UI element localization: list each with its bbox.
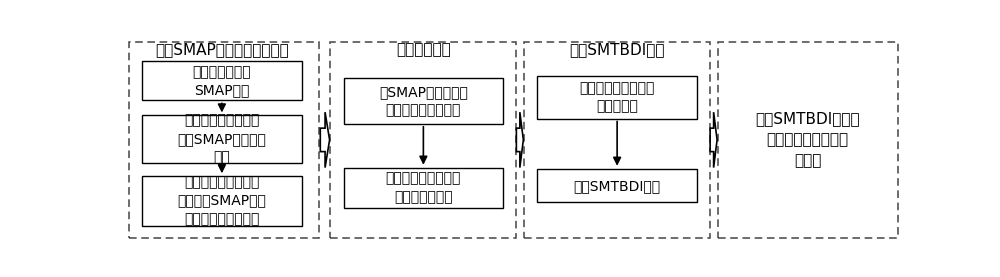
Bar [344, 78, 503, 124]
Bar [142, 61, 302, 101]
Bar [718, 42, 898, 238]
Text: 计算SMTBDI分值: 计算SMTBDI分值 [569, 42, 665, 57]
FancyArrow shape [710, 112, 717, 168]
Text: 确定时间尺度，并计
算尺度内SMAP亮温
均值，组成独立样本: 确定时间尺度，并计 算尺度内SMAP亮温 均值，组成独立样本 [177, 175, 266, 226]
Bar [537, 169, 697, 202]
Bar [524, 42, 710, 238]
FancyArrow shape [516, 112, 523, 168]
Bar [142, 176, 302, 226]
FancyArrow shape [320, 112, 330, 168]
Text: 获取多年某月份
SMAP产品: 获取多年某月份 SMAP产品 [193, 65, 251, 98]
Text: 计算SMTBDI分值: 计算SMTBDI分值 [574, 179, 661, 193]
Text: 对SMAP亮温独立样
本进行高斯分布检验: 对SMAP亮温独立样 本进行高斯分布检验 [379, 85, 468, 118]
Bar [129, 42, 319, 238]
Bar [330, 42, 516, 238]
Text: 求每个独立样本的均
值和标准差: 求每个独立样本的均 值和标准差 [579, 81, 655, 113]
Text: 几何校正、区域裁剪
以及SMAP亮温数据
提取: 几何校正、区域裁剪 以及SMAP亮温数据 提取 [177, 113, 266, 164]
Bar [142, 115, 302, 163]
Text: 根据SMTBDI分值和
等级分级标准判断干
旱程度: 根据SMTBDI分值和 等级分级标准判断干 旱程度 [755, 111, 860, 168]
Bar [537, 76, 697, 119]
Text: 高斯分布检验: 高斯分布检验 [396, 42, 451, 57]
Text: 获取SMAP亮温时间序列数据: 获取SMAP亮温时间序列数据 [155, 42, 289, 57]
Text: 筛选区域内通过高斯
分布检验的网格: 筛选区域内通过高斯 分布检验的网格 [386, 172, 461, 204]
Bar [344, 168, 503, 208]
